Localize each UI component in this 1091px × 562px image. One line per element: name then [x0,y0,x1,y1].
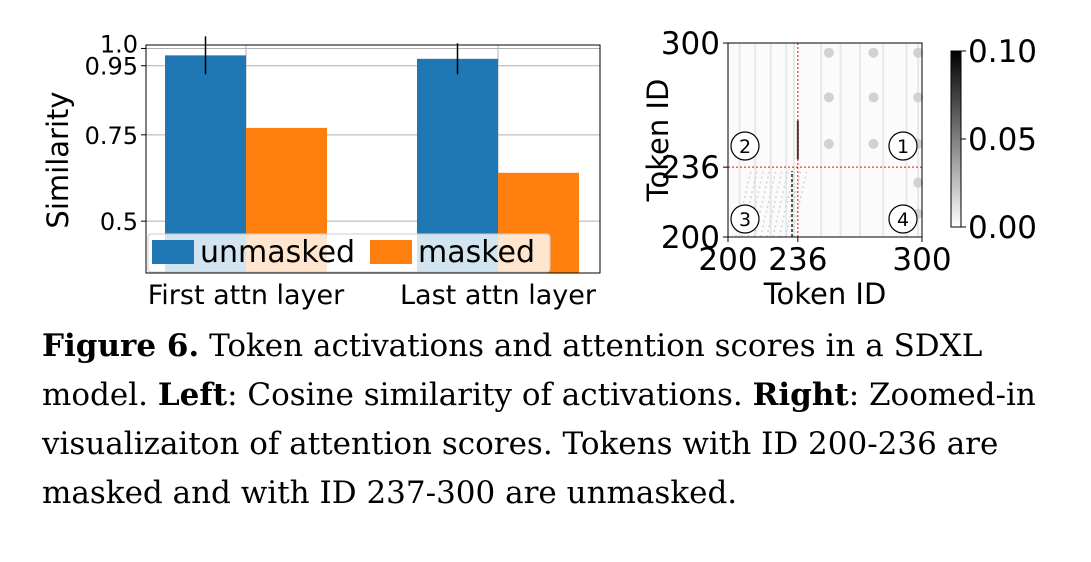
colorbar-tick-label: 0.10 [968,34,1037,70]
legend-box [147,233,551,273]
heatmap-cell [823,47,834,58]
caption-text-3: : Zoomed-in visualizaiton of attention s… [42,377,1036,511]
y-axis-label: Similarity [41,91,75,228]
x-tick-label: First attn layer [148,280,345,311]
quadrant-label-4: 4 [897,209,909,231]
heatmap-masked-texture [790,168,808,238]
heatmap-cell [913,177,924,188]
heatmap-column-stripe [769,43,772,237]
heatmap-column-stripe [785,43,788,237]
legend-swatch-unmasked [152,240,194,264]
heatmap-cell [913,92,924,103]
heatmap-column-stripe [839,43,842,237]
y-axis-label: Token ID [641,79,675,203]
legend: unmasked masked [147,233,551,273]
y-tick-label: 0.75 [85,122,138,150]
quadrant-marker-1 [888,131,918,161]
colorbar [950,50,962,228]
colorbar-tick-label: 0.05 [968,122,1037,158]
y-tick-label: 200 [661,220,720,256]
legend-swatch-masked [370,240,412,264]
heatmap-column-stripe [820,43,823,237]
heatmap-cell [823,138,834,149]
caption-right-label: Right [752,377,849,413]
quadrant-marker-3 [730,204,760,234]
x-axis-label: Token ID [763,277,887,311]
y-tick-label: 300 [661,26,720,62]
legend-label-unmasked: unmasked [200,235,355,270]
quadrant-label-2: 2 [739,136,751,158]
caption-text-2: : Cosine similarity of activations. [227,377,753,413]
quadrant-label-1: 1 [897,136,909,158]
y-tick-label: 0.5 [100,208,138,236]
heatmap-frame [727,42,923,238]
heatmap-masked-texture [778,168,796,238]
legend-label-masked: masked [418,235,535,270]
caption-left-label: Left [157,377,228,413]
y-tick-label: 0.95 [85,53,138,81]
y-tick-label: 1.0 [100,30,138,58]
colorbar-tick-label: 0.00 [968,210,1037,246]
plot-frame [145,44,601,274]
heatmap-cell [868,47,879,58]
figure-caption: Figure 6. Token activations and attentio… [42,322,1052,518]
quadrant-marker-4 [888,204,918,234]
caption-text-1: Token activations and attention scores i… [42,328,983,413]
x-tick-label: 236 [768,242,827,278]
heatmap-masked-texture [766,168,784,238]
heatmap-cell [868,138,879,149]
heatmap-cell [868,92,879,103]
heatmap-column-stripe [882,43,885,237]
heatmap-column-stripe [858,43,861,237]
heatmap-masked-texture [772,168,790,238]
quadrant-marker-2 [730,131,760,161]
x-tick-label: Last attn layer [400,280,597,311]
heatmap-masked-texture [759,168,777,238]
heatmap-column-stripe [792,43,795,237]
caption-label: Figure 6. [42,328,200,364]
quadrant-label-3: 3 [739,209,751,231]
similarity-bar-chart: 0.5 0.75 0.951.0 First attn layer Last attn … [41,30,601,311]
heatmap-cell [823,92,834,103]
heatmap-masked-texture [784,168,802,238]
y-tick-label: 236 [661,150,720,186]
x-tick-label: 300 [892,242,951,278]
heatmap-area [728,43,922,237]
x-tick-label: 200 [698,242,757,278]
heatmap-cell [913,47,924,58]
